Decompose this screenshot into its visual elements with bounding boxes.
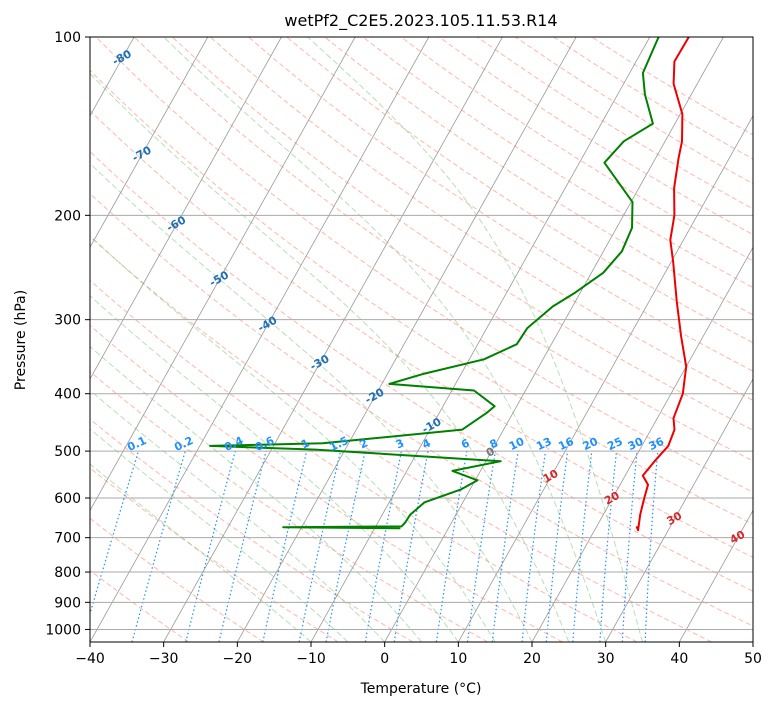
plot-background [90, 37, 753, 642]
x-tick-label: 30 [597, 651, 615, 667]
x-axis-label: Temperature (°C) [360, 681, 482, 697]
x-tick-label: 20 [523, 651, 541, 667]
y-tick-label: 500 [54, 444, 81, 460]
y-tick-label: 300 [54, 313, 81, 329]
y-tick-label: 400 [54, 387, 81, 403]
y-tick-label: 200 [54, 208, 81, 224]
x-tick-label: 10 [449, 651, 467, 667]
x-tick-label: 0 [380, 651, 389, 667]
y-tick-label: 100 [54, 30, 81, 46]
x-tick-label: 50 [744, 651, 762, 667]
isotherm-line [0, 37, 60, 642]
y-tick-label: 800 [54, 565, 81, 581]
isotherm-line [753, 37, 775, 642]
y-tick-label: 600 [54, 491, 81, 507]
x-tick-label: −10 [296, 651, 326, 667]
x-tick-label: −40 [75, 651, 105, 667]
y-axis-label: Pressure (hPa) [13, 290, 29, 390]
x-tick-label: −30 [149, 651, 179, 667]
y-tick-label: 1000 [45, 622, 81, 638]
y-tick-label: 700 [54, 531, 81, 547]
y-tick-label: 900 [54, 595, 81, 611]
x-tick-label: −20 [223, 651, 253, 667]
x-tick-label: 40 [670, 651, 688, 667]
chart-title: wetPf2_C2E5.2023.105.11.53.R14 [284, 11, 557, 31]
